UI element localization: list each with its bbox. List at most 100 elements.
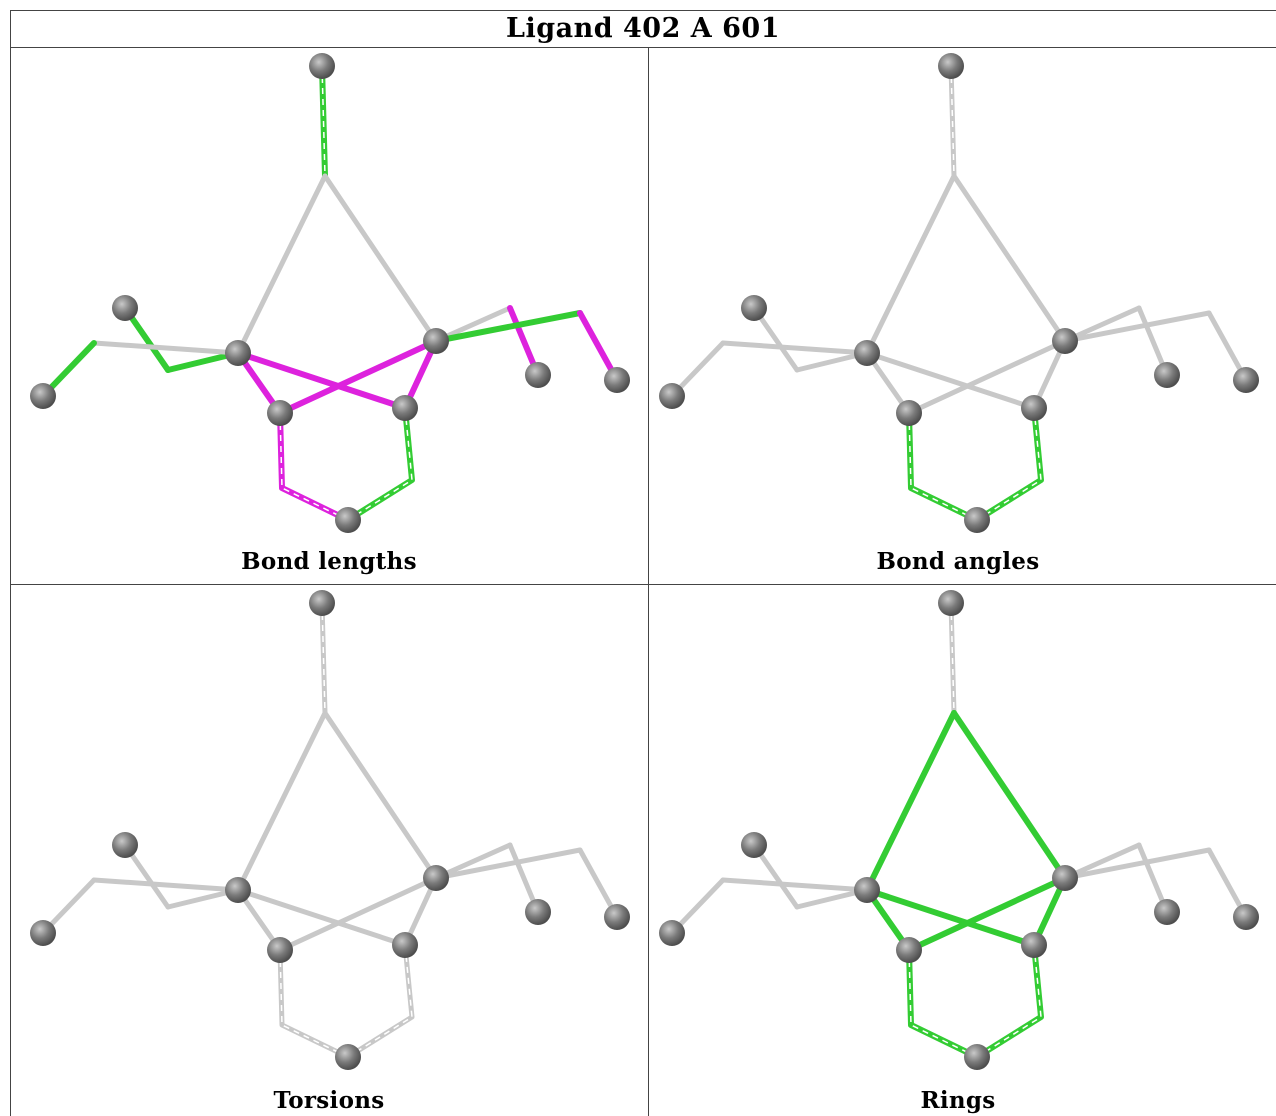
bond-aromatic-dash <box>976 944 1042 1058</box>
atom-L <box>854 340 880 366</box>
atom-L <box>225 340 251 366</box>
figure-frame <box>10 10 1276 1116</box>
atom-top <box>309 53 335 79</box>
bond-aromatic-dash <box>321 65 326 177</box>
atom-BR <box>392 395 418 421</box>
caption-rings: Rings <box>920 1087 996 1114</box>
atom-B <box>964 507 990 533</box>
bond-L-BR <box>864 350 1037 411</box>
panel-bond-angles: Bond angles <box>649 48 1276 584</box>
bond-BR-B <box>345 405 415 523</box>
atom-R1 <box>525 362 551 388</box>
atom-R2 <box>604 904 630 930</box>
bond-apex-L <box>864 173 957 356</box>
bond-R-BL <box>277 875 439 953</box>
bond-L-kl <box>91 877 241 893</box>
atom-BL <box>267 400 293 426</box>
atom-L <box>225 877 251 903</box>
atom-R <box>423 865 449 891</box>
column-divider <box>648 48 649 1116</box>
panel-bond-lengths: Bond lengths <box>10 48 648 584</box>
atom-B <box>335 1044 361 1070</box>
atom-BR <box>1021 395 1047 421</box>
atom-top <box>309 590 335 616</box>
atom-B <box>335 507 361 533</box>
bond-apex-R <box>322 710 439 881</box>
bond-R-kr1 <box>1062 842 1142 881</box>
atom-L2 <box>659 920 685 946</box>
caption-bond-lengths: Bond lengths <box>241 548 417 575</box>
bond-BR-B <box>974 942 1044 1060</box>
atom-L2 <box>659 383 685 409</box>
figure-title: Ligand 402 A 601 <box>506 13 780 44</box>
bond-aromatic-dash <box>347 944 413 1058</box>
bond-L-BR <box>864 887 1037 948</box>
panel-rings: Rings <box>649 585 1276 1116</box>
caption-torsions: Torsions <box>273 1087 385 1114</box>
bond-apex-R <box>951 710 1068 881</box>
atom-R1 <box>525 899 551 925</box>
bond-L-BR <box>235 887 408 948</box>
atom-R <box>1052 328 1078 354</box>
bond-R-kr2 <box>1062 847 1212 881</box>
bond-R-kr1 <box>1062 305 1142 344</box>
atom-top <box>938 590 964 616</box>
atom-L1 <box>112 295 138 321</box>
bond-apex-L <box>235 710 328 893</box>
atom-B <box>964 1044 990 1070</box>
bond-R-kr2 <box>1062 310 1212 344</box>
caption-bond-angles: Bond angles <box>876 548 1040 575</box>
bond-R-kr1 <box>433 305 513 344</box>
atom-R2 <box>604 367 630 393</box>
atom-L2 <box>30 920 56 946</box>
bond-R-kr2 <box>433 847 583 881</box>
bond-apex-R <box>322 173 439 344</box>
atom-L <box>854 877 880 903</box>
bond-L-BR <box>235 350 408 411</box>
bond-aromatic-dash <box>950 65 955 177</box>
atom-top <box>938 53 964 79</box>
panel-torsions: Torsions <box>10 585 648 1116</box>
atom-BR <box>392 932 418 958</box>
bond-L-kl <box>720 877 870 893</box>
bond-apex-L <box>864 710 957 893</box>
atom-BR <box>1021 932 1047 958</box>
bond-aromatic-dash <box>908 949 978 1058</box>
bond-aromatic-dash <box>279 949 349 1058</box>
atom-L1 <box>741 832 767 858</box>
atom-R <box>1052 865 1078 891</box>
bond-R-kr1 <box>433 842 513 881</box>
bond-aromatic-dash <box>321 602 326 714</box>
title-row: Ligand 402 A 601 <box>10 10 1276 48</box>
atom-R1 <box>1154 899 1180 925</box>
atom-L1 <box>112 832 138 858</box>
bond-aromatic-dash <box>976 407 1042 521</box>
atom-R <box>423 328 449 354</box>
bond-L-kl <box>91 340 241 356</box>
bond-L-kl <box>720 340 870 356</box>
bond-aromatic-dash <box>950 602 955 714</box>
molecule-bond-angles <box>659 53 1259 533</box>
bond-aromatic-dash <box>279 412 349 521</box>
bond-aromatic-dash <box>908 412 978 521</box>
atom-L1 <box>741 295 767 321</box>
bond-R-BL <box>906 338 1068 416</box>
molecule-bond-lengths <box>30 53 630 533</box>
atom-BL <box>267 937 293 963</box>
bond-apex-L <box>235 173 328 356</box>
bond-apex-R <box>951 173 1068 344</box>
row-divider <box>10 584 1276 585</box>
atom-R2 <box>1233 367 1259 393</box>
bond-R-kr2 <box>433 310 583 344</box>
atom-R1 <box>1154 362 1180 388</box>
atom-L2 <box>30 383 56 409</box>
bond-R-BL <box>277 338 439 416</box>
molecule-torsions <box>30 590 630 1070</box>
bond-R-BL <box>906 875 1068 953</box>
bond-BR-B <box>974 405 1044 523</box>
atom-R2 <box>1233 904 1259 930</box>
atom-BL <box>896 937 922 963</box>
molecule-rings <box>659 590 1259 1070</box>
bond-aromatic-dash <box>347 407 413 521</box>
bond-BR-B <box>345 942 415 1060</box>
